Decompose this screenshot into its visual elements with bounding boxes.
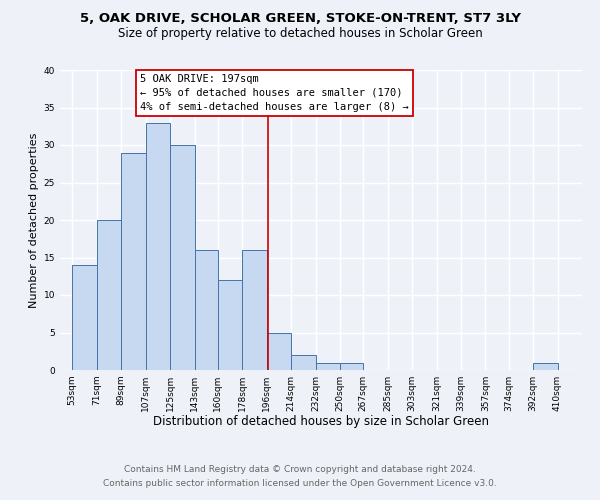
Bar [170,145,194,370]
Y-axis label: Number of detached properties: Number of detached properties [29,132,40,308]
Bar [291,355,316,370]
Bar [72,265,97,370]
Bar [121,152,146,370]
Bar [242,250,266,370]
Bar [266,332,291,370]
Text: Contains HM Land Registry data © Crown copyright and database right 2024.
Contai: Contains HM Land Registry data © Crown c… [103,466,497,487]
Bar [340,362,363,370]
Bar [218,280,242,370]
Text: 5 OAK DRIVE: 197sqm
← 95% of detached houses are smaller (170)
4% of semi-detach: 5 OAK DRIVE: 197sqm ← 95% of detached ho… [140,74,409,112]
Text: Size of property relative to detached houses in Scholar Green: Size of property relative to detached ho… [118,28,482,40]
X-axis label: Distribution of detached houses by size in Scholar Green: Distribution of detached houses by size … [153,416,489,428]
Text: 5, OAK DRIVE, SCHOLAR GREEN, STOKE-ON-TRENT, ST7 3LY: 5, OAK DRIVE, SCHOLAR GREEN, STOKE-ON-TR… [79,12,521,26]
Bar [146,122,170,370]
Bar [316,362,340,370]
Bar [97,220,121,370]
Bar [194,250,218,370]
Bar [533,362,557,370]
